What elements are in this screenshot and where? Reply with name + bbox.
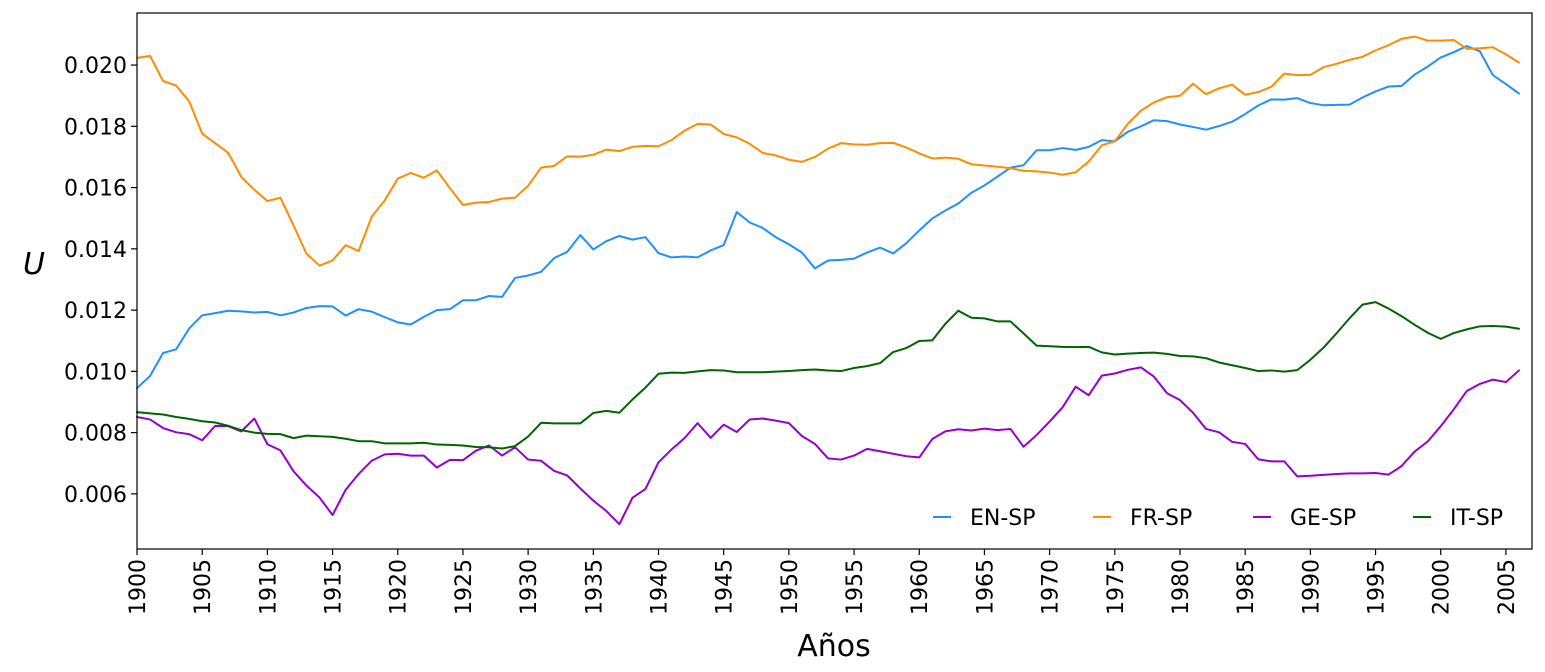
x-axis-title: Años — [797, 629, 871, 664]
y-axis-title: U — [23, 247, 45, 282]
plot-area-frame — [136, 12, 1533, 550]
x-tick-label: 1930 — [517, 559, 542, 615]
series-line-ge-sp — [136, 366, 1520, 526]
legend-label: IT-SP — [1450, 506, 1503, 531]
legend: EN-SP FR-SP GE-SP IT-SP — [933, 506, 1503, 531]
legend-item-it-sp: IT-SP — [1413, 506, 1503, 531]
x-tick-label: 1990 — [1299, 559, 1324, 615]
y-tick-label: 0.018 — [64, 115, 127, 140]
y-tick-label: 0.010 — [64, 360, 127, 385]
series-lines — [136, 35, 1520, 526]
x-tick-label: 1915 — [322, 559, 347, 615]
x-tick-label: 1920 — [387, 559, 412, 615]
x-tick-label: 1900 — [126, 559, 151, 615]
legend-item-fr-sp: FR-SP — [1093, 506, 1192, 531]
series-line-en-sp — [136, 45, 1520, 390]
x-tick-label: 1925 — [452, 559, 477, 615]
y-tick-label: 0.016 — [64, 177, 127, 202]
legend-label: FR-SP — [1130, 506, 1192, 531]
x-tick-label: 1965 — [973, 559, 998, 615]
x-tick-label: 1950 — [778, 559, 803, 615]
x-tick-label: 1955 — [843, 559, 868, 615]
series-line-it-sp — [136, 301, 1520, 450]
y-tick-label: 0.006 — [64, 483, 127, 508]
x-tick-label: 1905 — [191, 559, 216, 615]
x-tick-label: 1960 — [908, 559, 933, 615]
x-tick-label: 1945 — [713, 559, 738, 615]
x-tick-label: 1940 — [647, 559, 672, 615]
x-tick-label: 1970 — [1039, 559, 1064, 615]
x-tick-label: 1980 — [1169, 559, 1194, 615]
legend-item-en-sp: EN-SP — [933, 506, 1036, 531]
x-tick-label: 1985 — [1234, 559, 1259, 615]
y-axis: 0.006 0.008 0.010 0.012 0.014 0.016 0.018 0.020 — [64, 54, 137, 508]
y-tick-label: 0.014 — [64, 238, 127, 263]
x-tick-label: 1910 — [256, 559, 281, 615]
legend-label: EN-SP — [970, 506, 1036, 531]
y-tick-label: 0.008 — [64, 422, 127, 447]
series-line-fr-sp — [136, 35, 1520, 267]
y-tick-label: 0.020 — [64, 54, 127, 79]
x-tick-label: 1935 — [582, 559, 607, 615]
x-tick-label: 2005 — [1495, 559, 1520, 615]
legend-label: GE-SP — [1290, 506, 1356, 531]
x-tick-label: 1995 — [1365, 559, 1390, 615]
legend-item-ge-sp: GE-SP — [1253, 506, 1356, 531]
x-axis: 1900 1905 1910 1915 1920 1925 1930 1935 1940 1945… — [126, 549, 1520, 615]
y-tick-label: 0.012 — [64, 299, 127, 324]
x-tick-label: 1975 — [1104, 559, 1129, 615]
x-tick-label: 2000 — [1430, 559, 1455, 615]
